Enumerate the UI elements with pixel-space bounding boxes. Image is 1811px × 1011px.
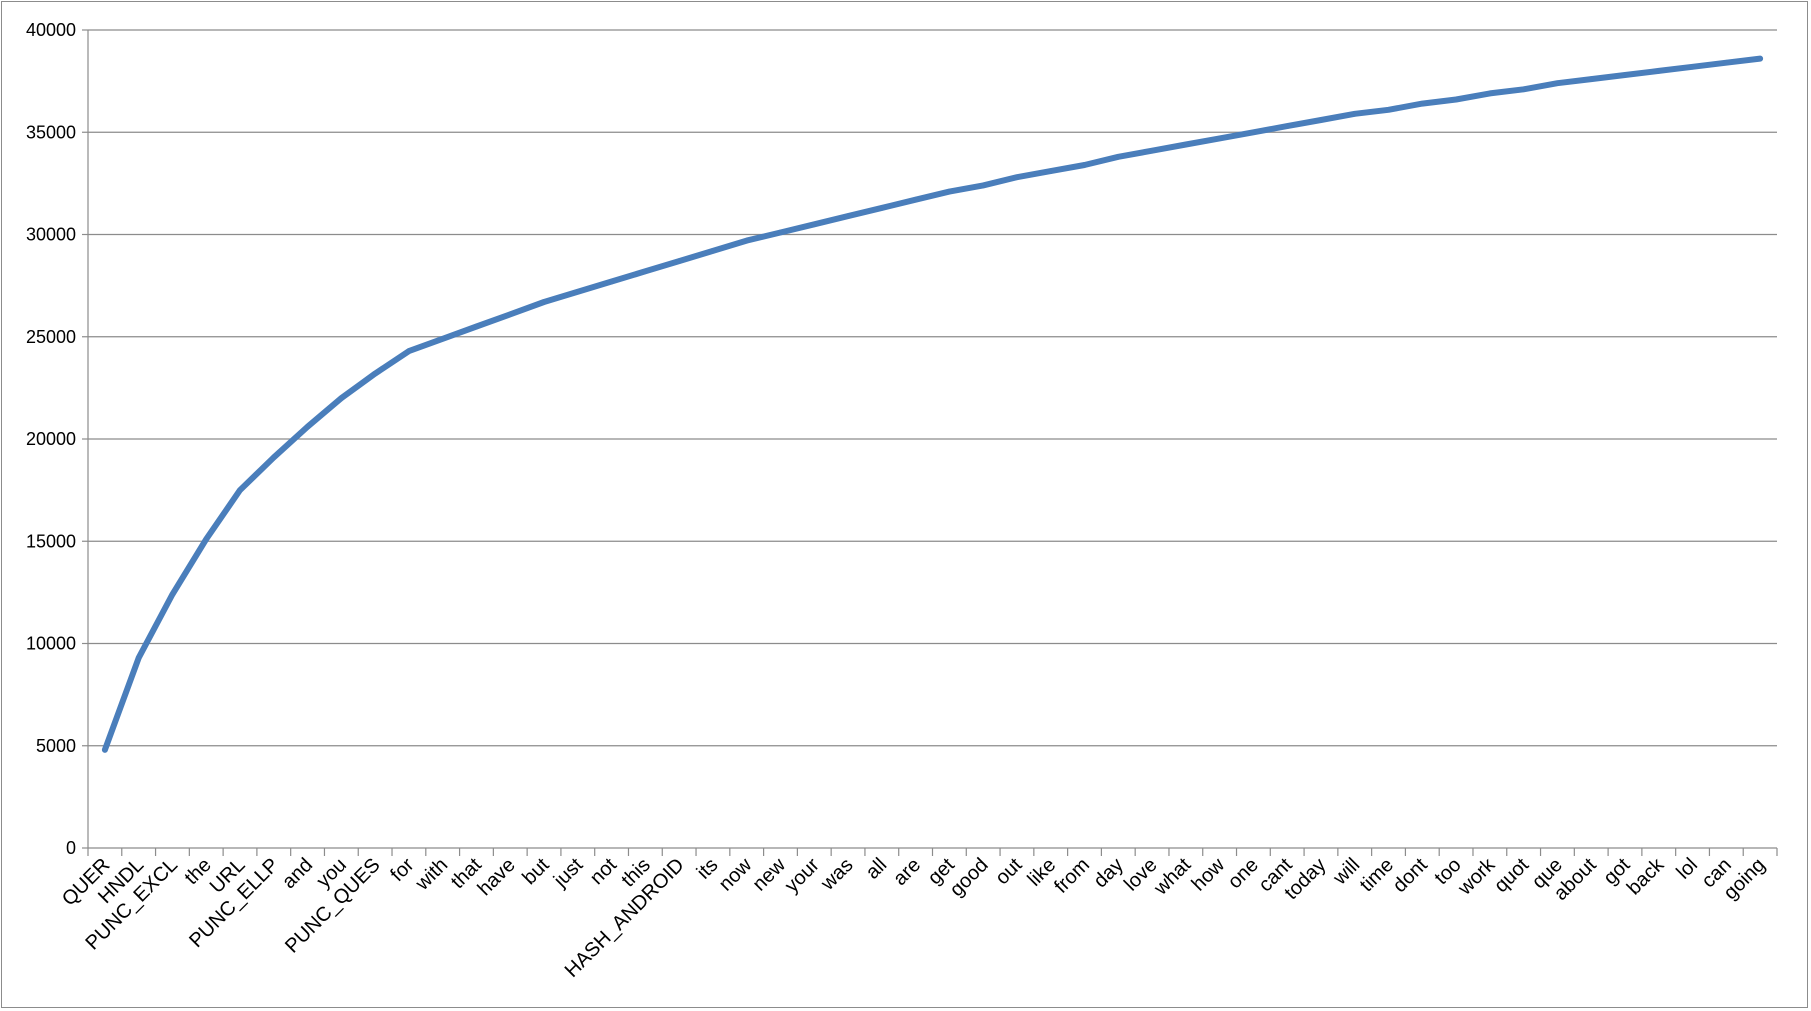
data-point bbox=[237, 487, 243, 493]
y-tick-label: 25000 bbox=[26, 327, 76, 347]
data-point bbox=[1487, 90, 1493, 97]
x-tick-label: just bbox=[549, 854, 588, 893]
data-point bbox=[912, 196, 919, 203]
x-tick-label: what bbox=[1149, 854, 1195, 900]
data-point bbox=[1757, 55, 1763, 62]
x-tick-label: one bbox=[1224, 854, 1263, 893]
data-point bbox=[946, 188, 953, 195]
data-point bbox=[1115, 153, 1122, 160]
data-point bbox=[1149, 147, 1155, 154]
x-tick-label: good bbox=[946, 854, 993, 901]
x-tick-label: quot bbox=[1490, 854, 1533, 897]
data-point bbox=[642, 268, 649, 275]
data-point bbox=[541, 299, 547, 305]
data-point bbox=[777, 229, 784, 236]
y-tick-label: 40000 bbox=[26, 20, 76, 40]
data-point bbox=[135, 655, 142, 661]
data-point bbox=[1554, 80, 1561, 86]
x-tick-label: out bbox=[991, 854, 1027, 890]
x-tick-label: your bbox=[781, 854, 824, 897]
data-point bbox=[1453, 96, 1459, 103]
x-tick-label: all bbox=[862, 854, 892, 884]
x-tick-label: and bbox=[278, 854, 317, 893]
x-tick-label: back bbox=[1623, 853, 1669, 899]
y-tick-label: 0 bbox=[66, 838, 76, 858]
data-point bbox=[1216, 135, 1223, 142]
data-point bbox=[1419, 100, 1426, 107]
data-point bbox=[980, 182, 986, 189]
x-tick-label: not bbox=[586, 854, 622, 890]
data-point bbox=[406, 348, 412, 354]
data-point bbox=[743, 237, 750, 244]
data-point bbox=[1723, 59, 1730, 66]
data-point bbox=[1047, 168, 1054, 174]
data-point bbox=[845, 213, 851, 219]
x-tick-label: dont bbox=[1389, 854, 1432, 897]
data-point bbox=[507, 311, 514, 318]
x-tick-label: with bbox=[411, 854, 452, 895]
x-tick-label: but bbox=[518, 854, 554, 890]
x-tick-label: have bbox=[474, 854, 520, 900]
data-point bbox=[710, 248, 716, 254]
data-point bbox=[1284, 123, 1290, 129]
y-axis-tick-labels: 0 5000 10000 15000 20000 25000 30000 35000 40000 bbox=[26, 20, 76, 858]
x-tick-label: new bbox=[749, 854, 791, 896]
data-point bbox=[270, 454, 277, 461]
y-tick-label: 20000 bbox=[26, 429, 76, 449]
x-axis-tick-labels: QUERHNDLPUNC_EXCLtheURLPUNC_ELLPandyouPU… bbox=[58, 853, 1770, 982]
data-point bbox=[1689, 64, 1696, 70]
y-tick-label: 10000 bbox=[26, 634, 76, 654]
data-point bbox=[1520, 86, 1527, 93]
x-tick-label: are bbox=[889, 854, 925, 890]
axes bbox=[82, 29, 1778, 856]
series-group bbox=[101, 55, 1764, 753]
y-tick-label: 30000 bbox=[26, 225, 76, 245]
data-point bbox=[1318, 117, 1324, 123]
data-point bbox=[102, 747, 108, 753]
x-tick-label: now bbox=[715, 854, 757, 896]
data-point bbox=[1081, 162, 1088, 168]
data-point bbox=[169, 591, 176, 598]
gridlines bbox=[88, 29, 1777, 747]
series-line-0 bbox=[101, 55, 1764, 753]
data-point bbox=[1622, 72, 1628, 78]
data-point bbox=[1351, 111, 1358, 117]
data-point bbox=[1655, 68, 1662, 74]
data-point bbox=[608, 278, 615, 285]
data-point bbox=[372, 370, 378, 377]
data-point bbox=[676, 258, 682, 264]
data-point bbox=[1014, 174, 1020, 181]
data-point bbox=[879, 205, 885, 211]
x-tick-label: time bbox=[1356, 854, 1398, 896]
y-tick-label: 15000 bbox=[26, 531, 76, 551]
y-tick-label: 35000 bbox=[26, 122, 76, 142]
x-tick-label: was bbox=[816, 854, 857, 895]
x-tick-label: from bbox=[1050, 854, 1094, 898]
x-tick-label: how bbox=[1188, 854, 1230, 896]
x-tick-label: work bbox=[1453, 853, 1500, 900]
data-point bbox=[811, 221, 818, 228]
data-point bbox=[473, 323, 480, 330]
data-point bbox=[1183, 141, 1189, 148]
data-point bbox=[439, 335, 446, 342]
data-point bbox=[1588, 76, 1595, 82]
data-point bbox=[304, 423, 311, 430]
x-tick-label: day bbox=[1089, 854, 1127, 892]
data-point bbox=[575, 288, 581, 295]
data-point bbox=[338, 395, 345, 401]
y-tick-label: 5000 bbox=[36, 736, 76, 756]
data-point bbox=[203, 536, 210, 543]
x-tick-label: lol bbox=[1672, 854, 1702, 884]
data-point bbox=[1250, 129, 1257, 136]
data-point bbox=[1385, 106, 1392, 113]
